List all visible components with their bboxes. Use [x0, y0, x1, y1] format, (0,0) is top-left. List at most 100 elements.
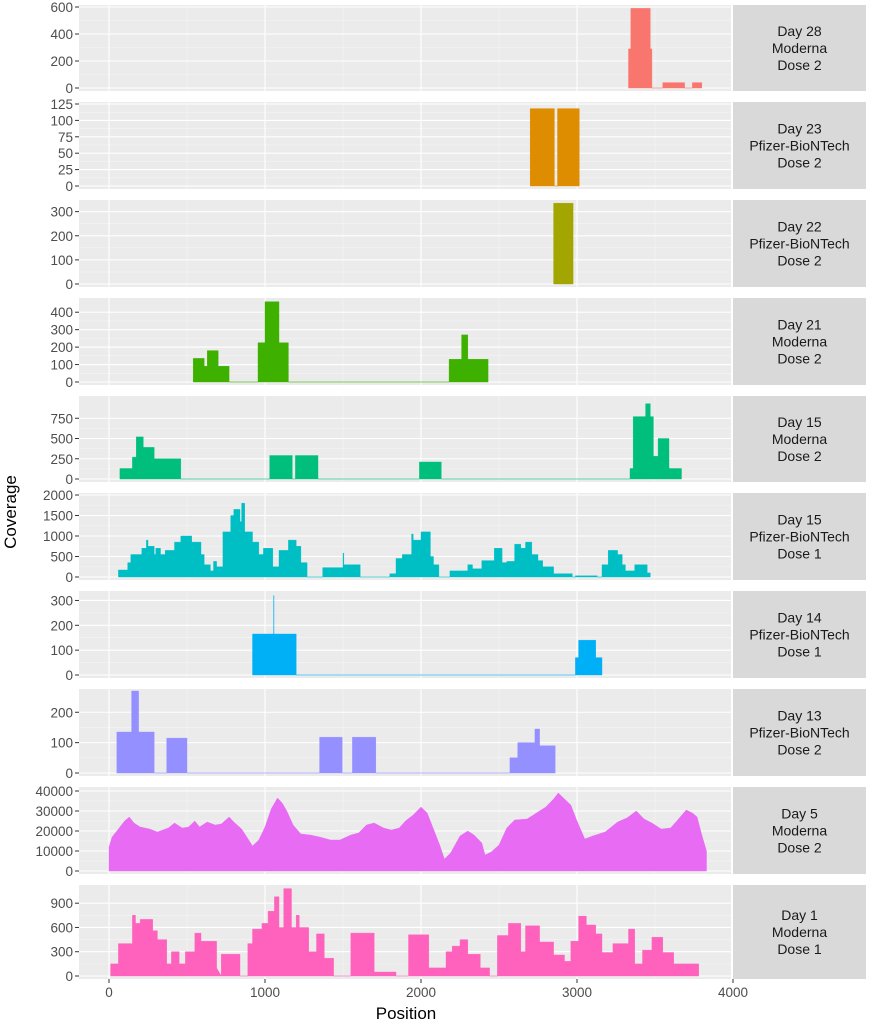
y-tick-label: 200: [50, 54, 73, 69]
facet-strip-label: Moderna: [772, 431, 827, 447]
y-tick-label: 0: [65, 668, 73, 683]
facet-strip-label: Dose 2: [777, 448, 822, 464]
facet-strip: [733, 689, 866, 776]
facet-strip-label: Day 15: [777, 512, 822, 528]
y-tick-label: 1000: [43, 529, 73, 544]
y-tick-label: 0: [65, 864, 73, 879]
y-tick-label: 300: [50, 593, 73, 608]
y-tick-label: 25: [58, 163, 73, 178]
y-tick-label: 100: [50, 736, 73, 751]
facet-strip: [733, 885, 866, 979]
coverage-area: [108, 792, 707, 872]
facet-strip-label: Dose 2: [777, 253, 822, 269]
y-tick-label: 200: [50, 229, 73, 244]
facet-strip-label: Pfizer-BioNTech: [749, 138, 849, 154]
y-tick-label: 0: [65, 277, 73, 292]
facet-strip-label: Dose 1: [777, 546, 822, 562]
panel-background: [79, 591, 731, 678]
y-tick-label: 600: [50, 0, 73, 15]
y-tick-label: 0: [65, 766, 73, 781]
coverage-area: [116, 690, 556, 774]
y-tick-label: 300: [50, 945, 73, 960]
x-tick-label: 3000: [562, 985, 592, 1000]
facet-strip-label: Moderna: [772, 823, 827, 839]
panel-background: [79, 298, 731, 385]
y-tick-label: 750: [50, 411, 73, 426]
y-tick-label: 125: [50, 97, 73, 112]
x-axis: 0 1000 2000 3000 4000: [105, 979, 748, 1000]
y-tick-label: 500: [50, 432, 73, 447]
facet-strip: [733, 298, 866, 385]
facet-strip-label: Day 5: [781, 806, 818, 822]
coverage-area: [553, 202, 574, 285]
y-tick-label: 400: [50, 305, 73, 320]
y-tick-label: 1500: [43, 509, 73, 524]
coverage-area: [628, 8, 702, 89]
y-tick-label: 200: [50, 705, 73, 720]
facet-panel: 0 500 1000 1500 2000 Day 15Pfizer-BioNTechDos…: [43, 488, 866, 585]
facet-strip-label: Day 23: [777, 121, 822, 137]
y-tick-label: 20000: [35, 824, 73, 839]
panel-background: [79, 102, 731, 189]
panel-background: [79, 689, 731, 776]
y-tick-label: 30000: [35, 804, 73, 819]
y-tick-label: 400: [50, 27, 73, 42]
facet-strip-label: Dose 2: [777, 351, 822, 367]
facet-strip-label: Dose 2: [777, 840, 822, 856]
y-tick-label: 200: [50, 340, 73, 355]
panel-background: [79, 200, 731, 287]
facet-strip-label: Day 14: [777, 610, 822, 626]
facet-strip-label: Moderna: [772, 40, 827, 56]
facet-strip-label: Day 13: [777, 708, 822, 724]
panel-background: [79, 5, 731, 91]
facet-strip-label: Dose 2: [777, 155, 822, 171]
facet-strip-label: Dose 2: [777, 742, 822, 758]
coverage-area: [192, 301, 489, 383]
coverage-area: [530, 108, 580, 187]
facet-strip-label: Day 28: [777, 23, 822, 39]
x-tick-label: 1000: [250, 985, 280, 1000]
y-tick-label: 2000: [43, 488, 73, 503]
x-axis-label: Position: [376, 1004, 436, 1023]
x-tick-label: 2000: [406, 985, 436, 1000]
facet-strip-label: Day 21: [777, 317, 822, 333]
coverage-area: [118, 503, 651, 578]
y-tick-label: 900: [50, 896, 73, 911]
y-tick-label: 50: [58, 146, 73, 161]
y-tick-label: 0: [65, 375, 73, 390]
y-tick-label: 100: [50, 113, 73, 128]
y-tick-label: 100: [50, 643, 73, 658]
facet-strip: [733, 5, 866, 91]
y-tick-label: 0: [65, 81, 73, 96]
y-axis-label: Coverage: [1, 475, 20, 549]
x-tick-label: 0: [105, 985, 113, 1000]
facet-strip-label: Pfizer-BioNTech: [749, 725, 849, 741]
y-tick-label: 300: [50, 323, 73, 338]
facet-strip-label: Dose 2: [777, 57, 822, 73]
facet-strip: [733, 396, 866, 482]
facet-strip: [733, 591, 866, 678]
facet-strip-label: Pfizer-BioNTech: [749, 529, 849, 545]
facet-strip: [733, 200, 866, 287]
facet-strip-label: Moderna: [772, 334, 827, 350]
facet-strip: [733, 102, 866, 189]
y-tick-label: 40000: [35, 784, 73, 799]
coverage-area: [252, 595, 603, 676]
facet-strip: [733, 787, 866, 874]
facet-strip-label: Pfizer-BioNTech: [749, 627, 849, 643]
y-tick-label: 0: [65, 969, 73, 984]
y-tick-label: 75: [58, 130, 73, 145]
facet-strip-label: Moderna: [772, 924, 827, 940]
y-tick-label: 10000: [35, 844, 73, 859]
facet-strip-label: Day 22: [777, 219, 822, 235]
